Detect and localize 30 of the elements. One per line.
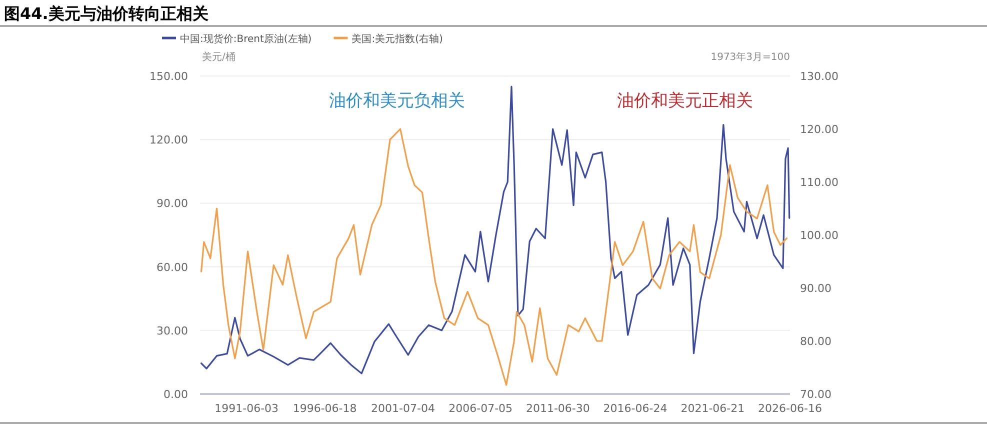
y2-tick-label: 70.00 <box>800 388 832 401</box>
x-tick-label: 2016-06-24 <box>603 402 668 415</box>
legend-label: 中国:现货价:Brent原油(左轴) <box>180 33 312 45</box>
y2-tick-label: 90.00 <box>800 282 832 295</box>
y2-tick-label: 80.00 <box>800 335 832 348</box>
y-tick-label: 150.00 <box>150 70 188 83</box>
x-tick-label: 2021-06-21 <box>680 402 745 415</box>
y-tick-label: 60.00 <box>156 260 188 274</box>
y2-tick-label: 130.00 <box>800 70 838 83</box>
line-series <box>200 128 788 386</box>
y-tick-label: 30.00 <box>156 324 188 338</box>
annotation: 油价和美元正相关 <box>617 91 753 111</box>
x-tick-label: 2001-07-04 <box>371 402 435 415</box>
y-axis-title: 美元/桶 <box>202 51 236 63</box>
y2-tick-label: 110.00 <box>800 176 838 189</box>
y-tick-label: 0.00 <box>164 388 188 401</box>
y2-axis-title: 1973年3月=100 <box>710 51 790 63</box>
x-tick-label: 1991-06-03 <box>214 402 279 415</box>
x-tick-label: 2011-06-30 <box>526 402 590 415</box>
x-tick-label: 1996-06-18 <box>292 402 357 415</box>
x-tick-label: 2006-07-05 <box>448 402 513 415</box>
y-tick-label: 90.00 <box>156 197 188 210</box>
y-tick-label: 120.00 <box>150 134 188 147</box>
x-tick-label: 2026-06-16 <box>758 402 822 415</box>
line-series <box>200 86 790 374</box>
legend-label: 美国:美元指数(右轴) <box>352 33 443 45</box>
chart-title: 图44.美元与油价转向正相关 <box>4 4 208 23</box>
y2-tick-label: 100.00 <box>800 229 838 242</box>
y2-tick-label: 120.00 <box>800 123 838 136</box>
annotation: 油价和美元负相关 <box>329 91 465 111</box>
